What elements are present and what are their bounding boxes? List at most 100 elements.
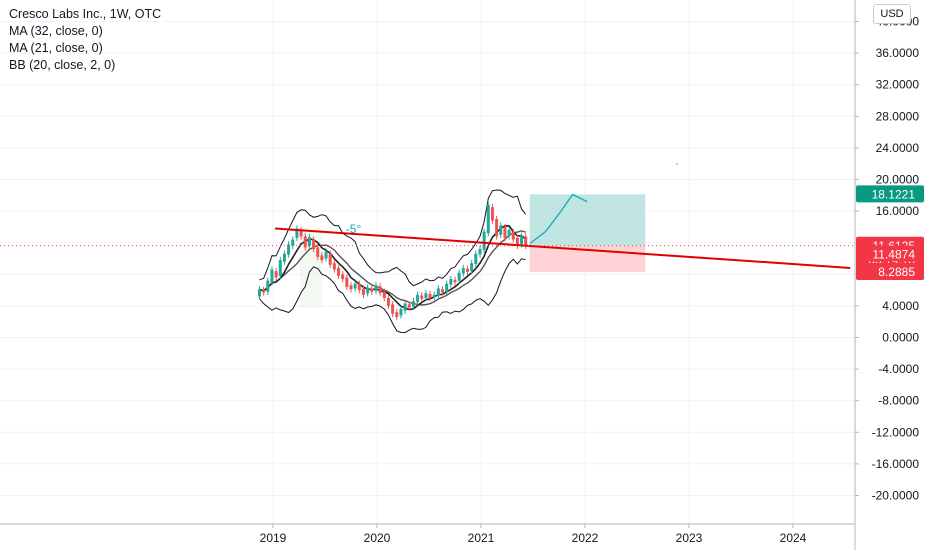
candle-body	[303, 236, 307, 248]
ma21-legend[interactable]: MA (21, close, 0)	[9, 41, 103, 55]
candle-body	[395, 312, 399, 317]
price-tick-label: -8.0000	[878, 394, 919, 408]
ma32-line	[259, 230, 526, 306]
candle-body	[424, 293, 428, 298]
candle-body	[366, 287, 370, 294]
candle-body	[320, 255, 324, 261]
candle-body	[370, 288, 374, 292]
measure-zone	[300, 228, 322, 308]
ma32-legend[interactable]: MA (32, close, 0)	[9, 24, 103, 38]
candle-body	[495, 219, 499, 237]
price-tick-label: -20.0000	[872, 489, 920, 503]
candle-body	[391, 304, 395, 314]
candle-body	[345, 277, 349, 287]
time-tick-label: 2023	[676, 531, 703, 545]
candle-body	[266, 280, 270, 292]
candle-body	[353, 283, 357, 289]
candle-body	[449, 279, 453, 285]
trendline-price-label-bg	[856, 245, 924, 262]
price-tick-label: 36.0000	[876, 46, 920, 60]
candle-body	[486, 204, 490, 234]
bb-legend[interactable]: BB (20, close, 2, 0)	[9, 58, 116, 72]
angle-annotation: -5°	[346, 222, 362, 236]
target-price-label-bg	[856, 185, 924, 203]
candle-body	[312, 239, 316, 250]
candle-body	[411, 301, 415, 307]
candle-body	[378, 286, 382, 294]
candle-body	[453, 279, 457, 283]
price-tick-label: -12.0000	[872, 425, 920, 439]
time-tick-label: 2022	[572, 531, 599, 545]
candle-body	[436, 288, 440, 296]
profit-zone	[529, 194, 646, 246]
price-tick-label: 32.0000	[876, 78, 920, 92]
trendline-price-label: 11.4874	[873, 248, 916, 262]
trend-line	[275, 227, 851, 269]
candle-body	[470, 263, 474, 272]
drawing-layer[interactable]: -5°	[0, 163, 855, 269]
candle-body	[482, 231, 486, 250]
candle-body	[270, 269, 274, 283]
time-tick-label: 2019	[260, 531, 287, 545]
currency-button[interactable]: USD	[873, 4, 911, 24]
price-tick-label: 24.0000	[876, 141, 920, 155]
candle-body	[382, 291, 386, 298]
chart-legend: Cresco Labs Inc., 1W, OTC MA (32, close,…	[9, 6, 161, 74]
candle-body	[445, 283, 449, 292]
candle-body	[386, 298, 390, 306]
candle-body	[515, 237, 519, 246]
bb-upper-line	[259, 189, 527, 287]
candle-body	[374, 285, 378, 291]
price-tick-label: -4.0000	[878, 362, 919, 376]
price-tick-label: 0.0000	[882, 331, 919, 345]
price-tick-label: -16.0000	[872, 457, 920, 471]
candle-body	[416, 294, 420, 302]
time-axis[interactable]: 2019 2020 2021 2022 2023 2024	[0, 523, 855, 545]
candle-body	[441, 289, 445, 293]
chart-grid	[0, 0, 855, 524]
candle-body	[511, 231, 515, 240]
candlestick-series	[257, 201, 528, 321]
stray-dot	[676, 163, 678, 165]
candle-body	[399, 309, 403, 316]
stop-price-label: 8.2885	[878, 265, 915, 279]
candle-body	[361, 288, 365, 295]
candle-body	[299, 230, 303, 237]
candle-body	[420, 295, 424, 299]
candle-body	[478, 249, 482, 255]
candle-body	[316, 247, 320, 257]
candle-body	[324, 251, 328, 259]
candle-body	[465, 268, 469, 272]
candle-body	[490, 207, 494, 221]
candle-body	[307, 237, 311, 246]
price-tick-label: 20.0000	[876, 173, 920, 187]
candle-body	[282, 253, 286, 262]
time-tick-label: 2024	[780, 531, 807, 545]
symbol-title[interactable]: Cresco Labs Inc., 1W, OTC	[9, 7, 162, 21]
candle-body	[503, 226, 507, 238]
candle-body	[457, 272, 461, 281]
stop-price-label-bg	[856, 263, 924, 281]
candle-body	[337, 267, 341, 276]
candle-body	[295, 228, 299, 238]
candle-body	[332, 263, 336, 270]
bb-lower-line	[259, 258, 526, 334]
candle-body	[507, 230, 511, 237]
candle-body	[524, 236, 528, 246]
candle-body	[291, 239, 295, 246]
candle-body	[432, 294, 436, 298]
price-tick-label: 16.0000	[876, 204, 920, 218]
target-price-label: 18.1221	[872, 187, 916, 201]
candle-body	[461, 267, 465, 274]
candle-body	[262, 290, 266, 293]
candle-body	[257, 289, 261, 297]
candle-body	[278, 260, 282, 276]
candle-body	[499, 225, 503, 235]
time-tick-label: 2021	[468, 531, 495, 545]
price-tick-label: 28.0000	[876, 109, 920, 123]
candle-body	[474, 253, 478, 265]
time-tick-label: 2020	[364, 531, 391, 545]
candle-body	[274, 271, 278, 278]
